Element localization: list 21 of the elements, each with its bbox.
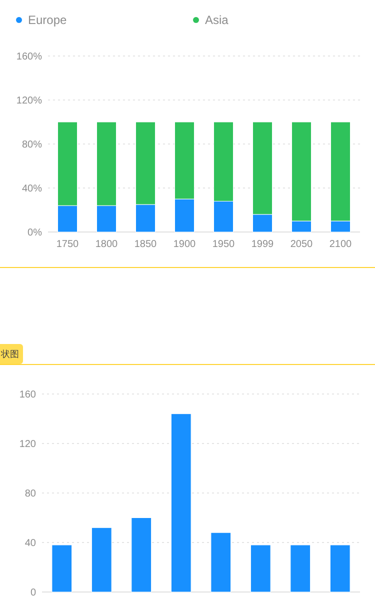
y-tick-label: 160	[19, 390, 36, 400]
y-tick-label: 80	[24, 488, 36, 500]
x-tick-label: 1999	[251, 239, 274, 250]
x-tick-label: 1950	[212, 239, 236, 250]
legend-label: Asia	[205, 13, 229, 27]
x-tick-label: 2050	[290, 239, 314, 250]
y-tick-label: 0%	[28, 228, 42, 238]
x-tick-label: 2100	[329, 239, 352, 250]
legend-label: Europe	[28, 13, 68, 27]
chart-title: 状图	[0, 349, 19, 359]
y-tick-label: 40	[24, 538, 36, 549]
x-tick-label: 1800	[95, 239, 118, 250]
x-tick-label: 1900	[173, 239, 196, 250]
y-tick-label: 120%	[16, 96, 42, 106]
y-tick-label: 120	[19, 439, 36, 450]
x-tick-label: 1850	[134, 239, 158, 250]
y-tick-label: 0	[30, 588, 36, 598]
y-tick-label: 40%	[22, 184, 42, 194]
y-tick-label: 80%	[22, 140, 42, 150]
x-tick-label: 1750	[56, 239, 80, 250]
y-tick-label: 160%	[16, 52, 42, 62]
